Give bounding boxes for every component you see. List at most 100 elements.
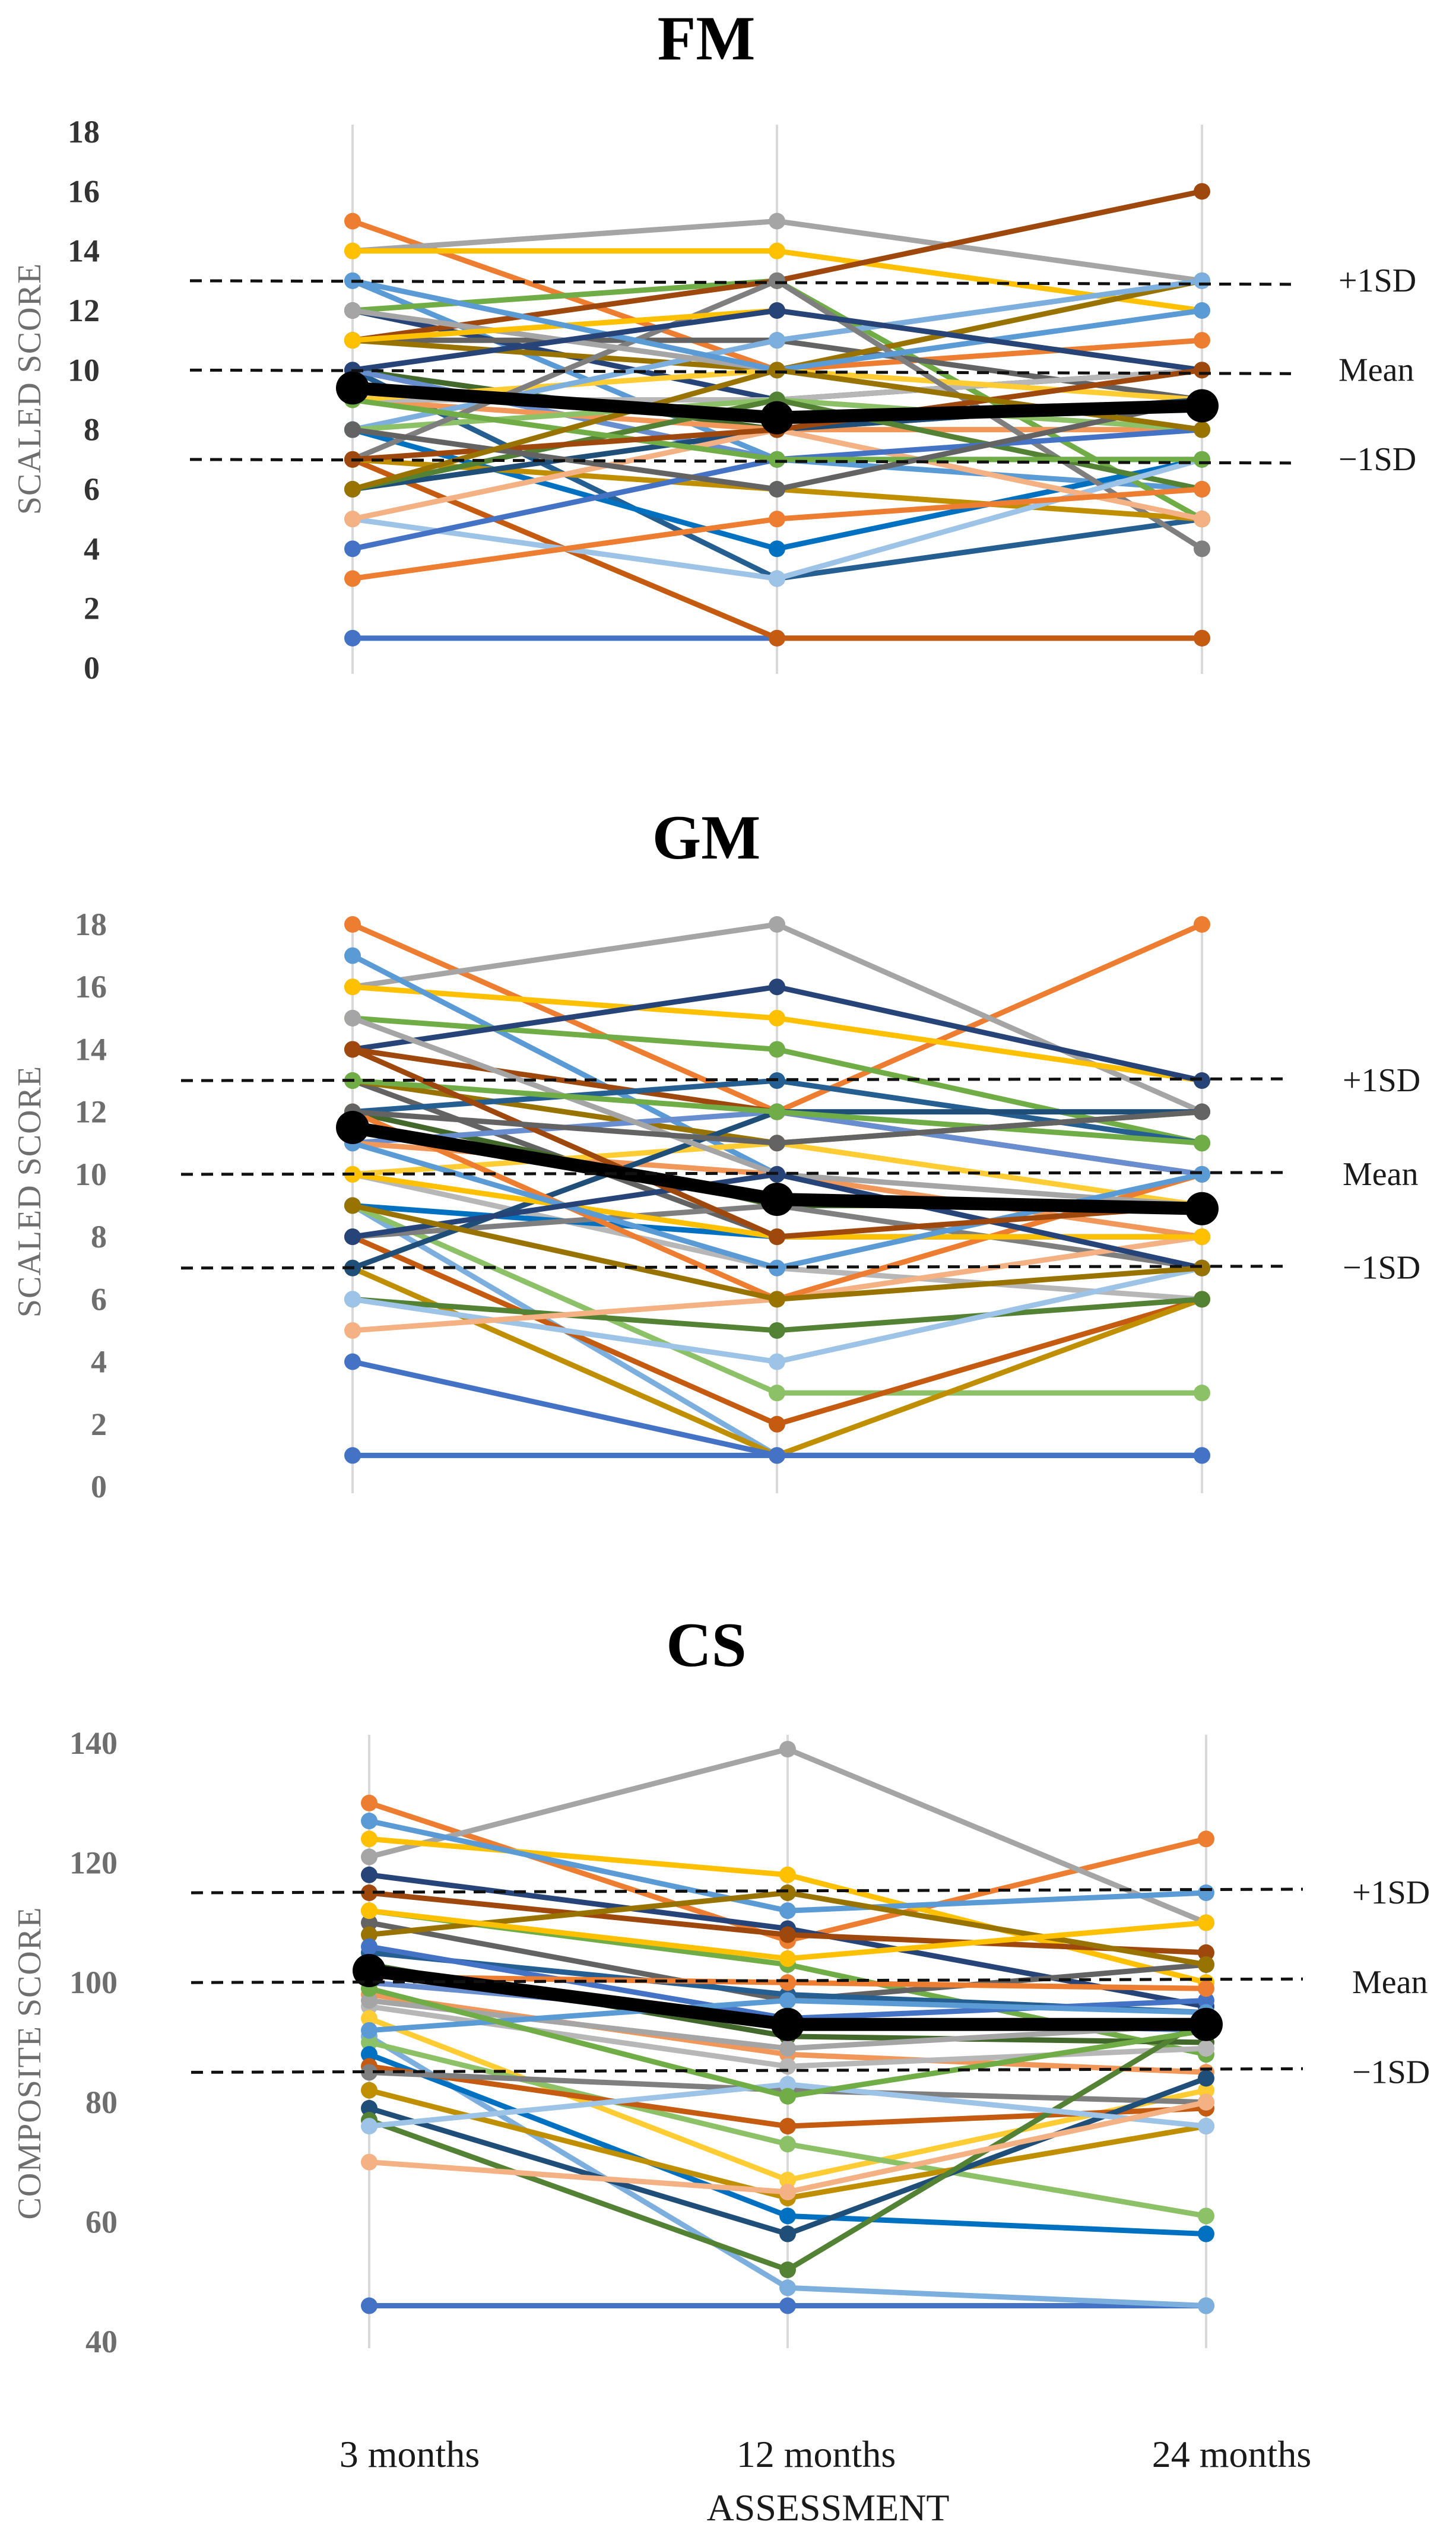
series-point (1194, 302, 1210, 319)
series-point (361, 1866, 378, 1883)
mean-point (336, 371, 369, 405)
y-tick-label: 8 (91, 1219, 107, 1255)
mean-point (336, 1110, 369, 1144)
y-axis-label: SCALED SCORE (11, 263, 48, 515)
series-point (1194, 1259, 1210, 1276)
series-point (769, 213, 785, 230)
series-point (1194, 421, 1210, 438)
series-point (769, 1041, 785, 1058)
reference-line (191, 1887, 1303, 1895)
series-point (769, 511, 785, 528)
series-point (1194, 511, 1210, 528)
y-tick-label: 12 (68, 293, 100, 328)
series-point (779, 2225, 796, 2242)
series-point (1194, 1165, 1210, 1183)
series-point (361, 1938, 378, 1955)
mean-point (1189, 2007, 1223, 2041)
series-point (1198, 1956, 1214, 1973)
series-point (344, 916, 361, 933)
reference-line (189, 368, 1292, 375)
series-point (361, 2064, 378, 2081)
y-axis-label: SCALED SCORE (11, 1066, 48, 1317)
y-tick-label: 4 (91, 1344, 107, 1380)
series-point (769, 1135, 785, 1152)
reference-label: −1SD (1352, 2054, 1430, 2090)
series-point (1194, 1447, 1210, 1464)
y-tick-label: 16 (68, 173, 100, 209)
y-tick-label: 140 (69, 1725, 118, 1761)
y-tick-label: 14 (68, 233, 100, 269)
series-point (769, 1353, 785, 1370)
series-point (1194, 332, 1210, 349)
series-point (779, 1974, 796, 1991)
series-point (1198, 2207, 1214, 2225)
series-point (769, 1415, 785, 1433)
series-point (1194, 362, 1210, 379)
series-point (779, 2279, 796, 2297)
y-tick-label: 2 (91, 1407, 107, 1442)
y-tick-label: 6 (91, 1281, 107, 1317)
y-tick-label: 2 (84, 591, 100, 626)
reference-label: −1SD (1343, 1250, 1420, 1287)
panel-title: CS (666, 1610, 747, 1680)
series-point (769, 540, 785, 558)
series-point (769, 1103, 785, 1120)
series-point (361, 1848, 378, 1865)
x-tick-label: 3 months (340, 2433, 480, 2475)
series-point (344, 302, 361, 319)
series-point (1194, 481, 1210, 498)
series-point (769, 332, 785, 349)
y-tick-label: 14 (75, 1031, 107, 1067)
series-point (344, 242, 361, 259)
y-tick-label: 120 (69, 1845, 118, 1881)
series-point (779, 2076, 796, 2093)
series-point (1198, 2297, 1214, 2314)
series-point (361, 2034, 378, 2051)
series-point (344, 332, 361, 349)
series-point (1194, 1135, 1210, 1152)
series-point (1194, 183, 1210, 200)
reference-label: Mean (1352, 1964, 1428, 2001)
series-point (344, 1197, 361, 1214)
series-point (361, 1926, 378, 1943)
series-point (344, 570, 361, 587)
series-point (361, 2153, 378, 2171)
reference-line (180, 1265, 1289, 1270)
series-point (361, 1884, 378, 1901)
series-point (361, 2046, 378, 2063)
y-tick-label: 8 (84, 412, 100, 448)
series-point (1194, 1103, 1210, 1120)
y-tick-label: 0 (91, 1469, 107, 1504)
series-point (779, 2297, 796, 2314)
x-tick-label: 12 months (737, 2433, 896, 2475)
mean-point (760, 401, 794, 435)
mean-point (771, 2007, 804, 2041)
series-point (344, 511, 361, 528)
panel-title: FM (658, 4, 756, 73)
series-point (779, 2088, 796, 2105)
reference-line (191, 2067, 1303, 2074)
series-point (361, 1992, 378, 2009)
series-point (344, 481, 361, 498)
series-point (779, 1992, 796, 2009)
series-point (1198, 1914, 1214, 1931)
y-tick-label: 6 (84, 471, 100, 507)
series-point (344, 1353, 361, 1370)
y-tick-label: 80 (85, 2085, 118, 2120)
series-point (1198, 2118, 1214, 2135)
x-axis-label: ASSESSMENT (707, 2487, 950, 2529)
y-tick-label: 0 (84, 650, 100, 686)
series-point (1194, 1291, 1210, 1308)
series-point (769, 1228, 785, 1246)
y-tick-label: 12 (75, 1094, 107, 1130)
series-point (361, 2118, 378, 2135)
reference-label: +1SD (1352, 1874, 1430, 1911)
series-point (1194, 629, 1210, 647)
mean-point (1185, 1192, 1219, 1225)
y-tick-label: 100 (69, 1965, 118, 2000)
reference-line (191, 1977, 1303, 1984)
series-point (361, 2297, 378, 2314)
series-point (361, 1902, 378, 1919)
series-point (779, 1926, 796, 1943)
